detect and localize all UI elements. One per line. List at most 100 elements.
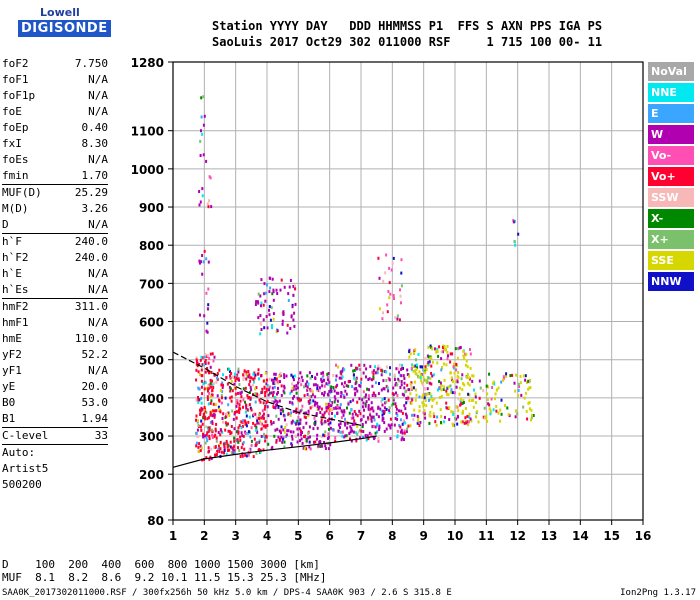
echo-point [290, 411, 293, 415]
echo-point [502, 376, 505, 380]
echo-point [200, 368, 203, 372]
echo-point [529, 386, 532, 390]
echo-point [436, 349, 439, 353]
echo-point [491, 381, 494, 385]
echo-point [290, 442, 293, 446]
echo-point [292, 318, 295, 322]
echo-point [353, 368, 356, 372]
echo-point [262, 318, 265, 322]
echo-point [275, 330, 278, 334]
echo-point [236, 399, 239, 403]
echo-point [517, 394, 520, 398]
echo-point [326, 392, 329, 396]
echo-point [306, 388, 309, 392]
echo-point [414, 369, 417, 373]
echo-point [222, 420, 224, 424]
echo-point [201, 132, 204, 136]
echo-point [466, 365, 469, 369]
echo-point [209, 395, 212, 398]
x-tick-label: 14 [572, 529, 589, 543]
param-row: 500200 [2, 477, 108, 493]
x-tick-label: 8 [388, 529, 396, 543]
echo-point [355, 439, 358, 443]
echo-point [442, 346, 444, 349]
echo-point [286, 331, 289, 335]
echo-point [272, 290, 275, 294]
echo-point [370, 419, 373, 423]
echo-point [238, 411, 241, 414]
echo-point [204, 361, 206, 364]
echo-point [195, 444, 198, 448]
echo-point [468, 415, 471, 419]
param-value: 0.40 [81, 121, 109, 134]
echo-point [393, 423, 396, 427]
echo-point [211, 388, 214, 392]
echo-point [235, 374, 238, 378]
echo-point [323, 390, 326, 394]
echo-point [504, 374, 507, 378]
param-value: 7.750 [74, 57, 108, 70]
echo-point [443, 385, 446, 389]
echo-point [249, 390, 251, 394]
echo-point [297, 433, 300, 437]
echo-point [452, 412, 455, 416]
echo-point [464, 407, 467, 410]
echo-point [462, 411, 464, 415]
echo-point [200, 260, 203, 264]
echo-point [205, 387, 208, 390]
echo-point [293, 384, 296, 388]
echo-point [295, 387, 298, 391]
echo-point [218, 450, 221, 454]
echo-point [282, 428, 285, 432]
echo-point [268, 377, 271, 381]
echo-point [218, 368, 221, 372]
echo-point [318, 388, 321, 392]
echo-point [369, 407, 372, 411]
echo-point [204, 370, 207, 374]
echo-point [459, 399, 462, 403]
echo-point [383, 397, 386, 401]
echo-point [207, 416, 210, 420]
echo-point [467, 381, 469, 385]
echo-point [220, 401, 223, 405]
echo-point [230, 371, 233, 375]
echo-point [276, 292, 279, 295]
echo-point [260, 322, 263, 326]
echo-point [206, 202, 209, 206]
echo-point [287, 292, 290, 296]
echo-point [283, 384, 286, 388]
echo-point [207, 426, 210, 430]
echo-point [225, 423, 228, 427]
echo-point [211, 352, 214, 356]
echo-point [372, 377, 375, 381]
echo-point [323, 384, 326, 388]
echo-point [423, 378, 426, 382]
echo-point [220, 450, 223, 454]
param-row: M(D) 3.26 [2, 201, 108, 217]
echo-point [392, 393, 395, 397]
echo-point [247, 431, 249, 435]
echo-point [202, 153, 205, 157]
echo-point [242, 398, 245, 402]
echo-point [271, 277, 274, 281]
echo-point [210, 385, 213, 389]
echo-point [514, 219, 516, 223]
echo-point [443, 420, 446, 424]
echo-point [324, 447, 327, 450]
echo-point [415, 358, 417, 362]
echo-point [299, 421, 302, 425]
echo-point [400, 301, 402, 305]
echo-point [465, 363, 467, 367]
echo-point [209, 378, 212, 382]
echo-point [292, 293, 295, 297]
param-value: 3.26 [81, 202, 109, 215]
echo-point [247, 396, 250, 400]
param-name: h`F [2, 235, 22, 248]
echo-point [203, 355, 206, 359]
y-tick-label: 400 [139, 392, 164, 406]
echo-point [272, 298, 275, 302]
echo-point [361, 398, 364, 402]
echo-point [365, 438, 368, 442]
echo-point [387, 290, 390, 293]
echo-point [468, 393, 471, 397]
